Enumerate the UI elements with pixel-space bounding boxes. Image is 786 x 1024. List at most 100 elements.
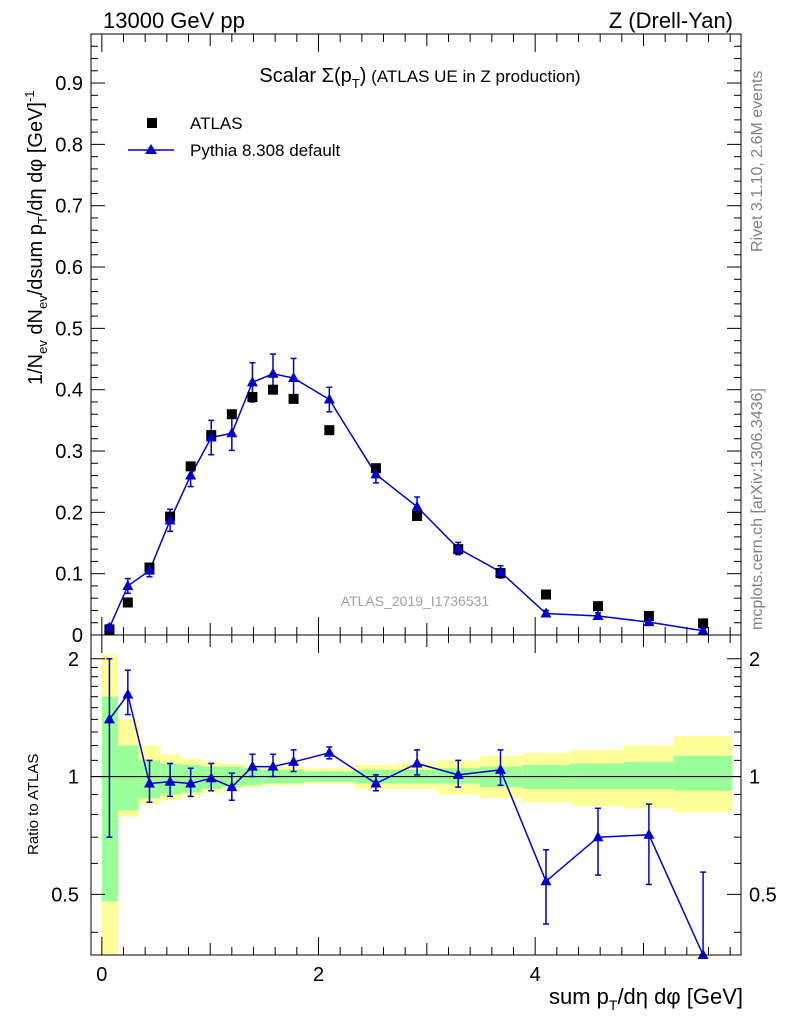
atlas-point [268, 384, 278, 395]
atlas-point [593, 601, 603, 612]
mc-point [452, 542, 464, 553]
legend-mc-label: Pythia 8.308 default [190, 141, 341, 160]
atlas-point [288, 393, 299, 404]
mc-point [144, 564, 155, 575]
ratio-point [246, 760, 258, 771]
ratio-point [288, 755, 300, 766]
mc-point [495, 565, 506, 576]
ylabel-main: 1/N [25, 354, 47, 385]
main-ytick-label: 0.8 [55, 134, 83, 156]
atlas-point [412, 511, 423, 522]
legend-data-marker [147, 118, 157, 128]
main-ylabel: 1/Nev dNev/dsum pT/dη dφ [GeV]-1 [22, 90, 50, 385]
uncertainty-band-inner [118, 745, 139, 811]
ratio-point [370, 777, 382, 788]
main-ytick-label: 0.3 [55, 441, 83, 463]
main-panel: 00.10.20.30.40.50.60.70.80.9 Scalar Σ(pT… [22, 33, 742, 647]
ratio-xtick-label: 2 [313, 964, 324, 986]
rivet-label: Rivet 3.1.10, 2.6M events [749, 71, 766, 252]
mc-point [697, 624, 709, 635]
ratio-panel: 0.5 0.5 1 1 2 2 0 2 4 Ratio to ATLAS [25, 634, 777, 986]
atlas-point [370, 463, 381, 474]
ratio-point [411, 757, 423, 768]
ylabel-sub2: ev [35, 295, 50, 309]
mc-point [592, 609, 604, 620]
ratio-frame [90, 634, 742, 956]
ratio-point [323, 746, 335, 757]
mc-point [267, 367, 279, 378]
ratio-ytick-label-left: 2 [68, 649, 79, 671]
main-frame [90, 33, 742, 636]
legend-data-label: ATLAS [190, 114, 243, 133]
plot-title-sub: T [352, 76, 360, 91]
ratio-point [697, 949, 709, 959]
mc-point [370, 468, 382, 479]
mc-point [185, 469, 197, 480]
ratio-ytick-label-right: 2 [749, 649, 760, 671]
ratio-point [592, 831, 604, 842]
ratio-xtick-label: 4 [530, 964, 541, 986]
mc-point [643, 616, 655, 627]
ratio-xtick-label: 0 [96, 964, 107, 986]
main-ytick-label: 0.2 [55, 502, 83, 524]
plot-title: Scalar Σ(pT) (ATLAS UE in Z production) [259, 65, 580, 91]
ratio-point [144, 777, 155, 788]
plot-title-close: ) [360, 65, 367, 87]
xlabel-end: /dη dφ [GeV] [617, 984, 743, 1009]
atlas-point [247, 392, 258, 403]
ylabel-sup: -1 [22, 90, 37, 102]
ratio-point [103, 713, 115, 724]
xlabel-sub: T [609, 997, 618, 1013]
ratio-ylabel: Ratio to ATLAS [25, 754, 42, 855]
legend: ATLAS Pythia 8.308 default [128, 114, 341, 160]
mc-point [103, 621, 115, 632]
plot-title-main: Scalar Σ(p [259, 65, 351, 87]
header-left: 13000 GeV pp [103, 8, 245, 33]
xlabel-main: sum p [549, 984, 609, 1009]
mc-point [540, 607, 552, 618]
atlas-point [122, 597, 133, 608]
ratio-line [108, 692, 704, 956]
ylabel-mid2: /dsum p [25, 224, 47, 295]
atlas-point [324, 425, 335, 436]
ratio-point [495, 763, 506, 774]
ratio-point [164, 775, 176, 786]
ratio-point [643, 828, 655, 839]
atlas-point [226, 409, 237, 420]
uncertainty-band-inner [624, 761, 674, 789]
plot-title-rest: (ATLAS UE in Z production) [366, 67, 580, 86]
ratio-point [185, 777, 197, 788]
main-ytick-label: 0.5 [55, 318, 83, 340]
header-right: Z (Drell-Yan) [609, 8, 733, 33]
main-ytick-label: 0.6 [55, 257, 83, 279]
ratio-ytick-label-right: 0.5 [749, 884, 777, 906]
legend-mc-marker [145, 144, 157, 154]
atlas-point [698, 618, 709, 629]
atlas-point [643, 610, 654, 621]
mc-point [246, 376, 258, 387]
main-ytick-label: 0.1 [55, 564, 83, 586]
ratio-point [226, 781, 238, 792]
ylabel-sub3: T [35, 216, 50, 224]
ratio-ytick-label-left: 1 [68, 767, 79, 789]
mc-point [288, 372, 300, 383]
mc-point [226, 427, 238, 438]
ratio-ytick-label-right: 1 [749, 767, 760, 789]
ratio-point [540, 875, 552, 886]
atlas-point [541, 589, 551, 600]
ylabel-end: /dη dφ [GeV] [25, 102, 47, 216]
mc-point [411, 500, 423, 511]
ratio-ytick-label-left: 0.5 [51, 884, 79, 906]
analysis-watermark: ATLAS_2019_I1736531 [341, 593, 490, 609]
ylabel-mid: dN [25, 309, 47, 340]
main-ytick-label: 0.9 [55, 73, 83, 95]
main-ytick-label: 0.7 [55, 196, 83, 218]
main-ytick-label: 0 [72, 625, 83, 647]
ratio-point [205, 772, 217, 783]
uncertainty-band-inner [673, 755, 733, 791]
xlabel: sum pT/dη dφ [GeV] [549, 984, 743, 1013]
ratio-point [267, 760, 279, 771]
ratio-point [452, 768, 464, 779]
ylabel-sub1: ev [35, 340, 50, 354]
